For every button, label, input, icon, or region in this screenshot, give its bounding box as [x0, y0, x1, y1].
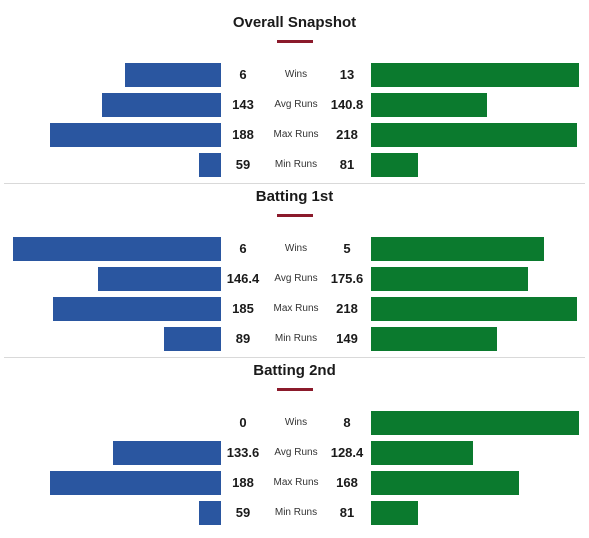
title-underline [276, 214, 313, 217]
value-left: 59 [235, 505, 251, 520]
bar-right [371, 93, 488, 117]
value-right: 168 [336, 475, 358, 490]
value-left: 133.6 [226, 445, 260, 460]
value-left: 188 [232, 127, 254, 142]
bar-right [371, 123, 577, 147]
bar-left [199, 153, 221, 177]
bar-left [199, 501, 221, 525]
category-label: Wins [284, 69, 308, 80]
category-label: Wins [284, 243, 308, 254]
bar-right [371, 471, 519, 495]
value-right: 140.8 [330, 97, 364, 112]
section-divider [4, 357, 585, 358]
bar-left [53, 297, 221, 321]
bar-right [371, 237, 545, 261]
title-underline [276, 40, 313, 43]
value-right: 81 [339, 157, 355, 172]
bar-right [371, 297, 577, 321]
bar-left [125, 63, 221, 87]
bar-right [371, 327, 497, 351]
bar-row: 143 Avg Runs 140.8 [0, 93, 589, 117]
bar-row: 188 Max Runs 168 [0, 471, 589, 495]
bar-right [371, 153, 419, 177]
category-label: Wins [284, 417, 308, 428]
bar-row: 185 Max Runs 218 [0, 297, 589, 321]
value-right: 81 [339, 505, 355, 520]
category-label: Min Runs [274, 159, 318, 170]
value-right: 149 [336, 331, 358, 346]
category-label: Avg Runs [274, 99, 318, 110]
category-label: Min Runs [274, 507, 318, 518]
bar-right [371, 441, 474, 465]
bar-left [101, 93, 221, 117]
bar-right [371, 501, 419, 525]
section-divider [4, 183, 585, 184]
chart-section-1: Overall Snapshot 6 Wins 13 143 Avg Runs 140.8 1… [0, 12, 589, 184]
chart-section-3: Batting 2nd 0 Wins 8 133.6 Avg Runs 128.4 188 Ma… [0, 360, 589, 531]
value-left: 59 [235, 157, 251, 172]
bar-row: 188 Max Runs 218 [0, 123, 589, 147]
bar-row: 146.4 Avg Runs 175.6 [0, 267, 589, 291]
bar-left [49, 471, 221, 495]
bar-left [164, 327, 221, 351]
bar-rows: 6 Wins 13 143 Avg Runs 140.8 188 Max Runs 218 59 M… [0, 63, 589, 177]
bar-right [371, 411, 579, 435]
value-right: 218 [336, 127, 358, 142]
bar-row: 6 Wins 13 [0, 63, 589, 87]
bar-right [371, 267, 528, 291]
bar-rows: 0 Wins 8 133.6 Avg Runs 128.4 188 Max Runs 168 59… [0, 411, 589, 525]
value-right: 175.6 [330, 271, 364, 286]
bar-row: 0 Wins 8 [0, 411, 589, 435]
value-right: 218 [336, 301, 358, 316]
bar-row: 59 Min Runs 81 [0, 501, 589, 525]
bar-row: 6 Wins 5 [0, 237, 589, 261]
value-right: 128.4 [330, 445, 364, 460]
category-label: Min Runs [274, 333, 318, 344]
chart-section-2: Batting 1st 6 Wins 5 146.4 Avg Runs 175.6 185 Ma… [0, 186, 589, 358]
bar-left [49, 123, 221, 147]
chart-title: Overall Snapshot [232, 14, 357, 31]
value-left: 143 [232, 97, 254, 112]
value-left: 146.4 [226, 271, 260, 286]
category-label: Max Runs [273, 129, 319, 140]
bar-row: 89 Min Runs 149 [0, 327, 589, 351]
bar-left [98, 267, 221, 291]
bar-row: 59 Min Runs 81 [0, 153, 589, 177]
value-left: 188 [232, 475, 254, 490]
value-left: 6 [239, 241, 247, 256]
bar-left [13, 237, 221, 261]
value-left: 185 [232, 301, 254, 316]
title-underline [276, 388, 313, 391]
value-left: 6 [239, 67, 247, 82]
value-left: 0 [239, 415, 247, 430]
bar-row: 133.6 Avg Runs 128.4 [0, 441, 589, 465]
category-label: Avg Runs [274, 447, 318, 458]
value-right: 5 [343, 241, 351, 256]
chart-title: Batting 2nd [253, 362, 336, 379]
category-label: Max Runs [273, 477, 319, 488]
value-right: 13 [339, 67, 355, 82]
category-label: Max Runs [273, 303, 319, 314]
category-label: Avg Runs [274, 273, 318, 284]
bar-right [371, 63, 579, 87]
value-left: 89 [235, 331, 251, 346]
bar-left [112, 441, 221, 465]
chart-title: Batting 1st [255, 188, 334, 205]
value-right: 8 [343, 415, 351, 430]
bar-rows: 6 Wins 5 146.4 Avg Runs 175.6 185 Max Runs 218 89… [0, 237, 589, 351]
